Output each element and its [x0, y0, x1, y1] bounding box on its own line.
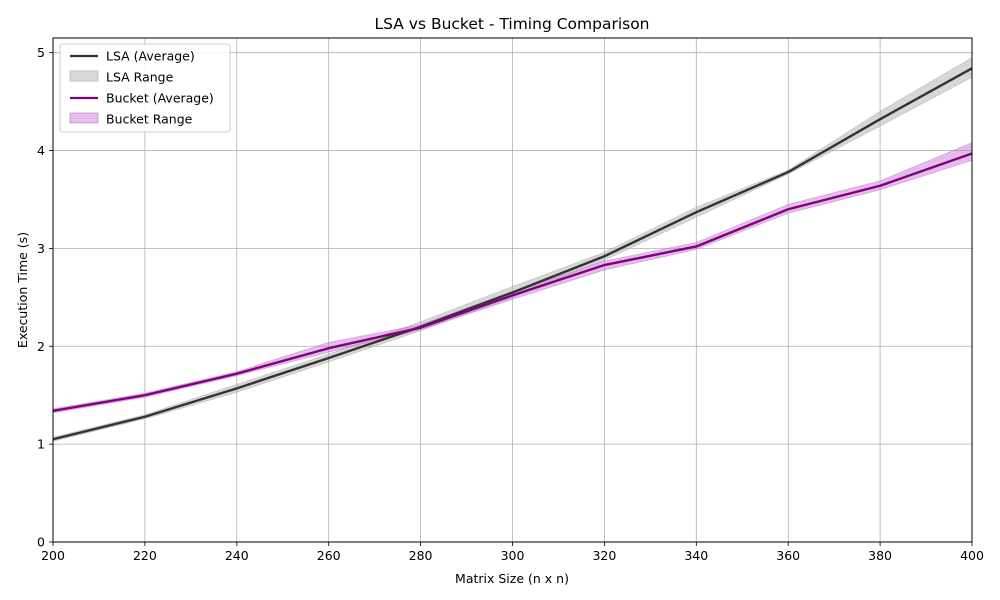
y-tick-label: 0: [37, 535, 45, 550]
legend-label-lsa-average: LSA (Average): [106, 49, 195, 64]
x-tick-label: 280: [409, 548, 433, 563]
x-tick-label: 220: [133, 548, 157, 563]
x-tick-label: 260: [317, 548, 341, 563]
axis-ticks: 200 220 240 260 280 300 320 340 360 380 400 0 1 2 3 4 5: [37, 45, 984, 563]
y-tick-label: 4: [37, 143, 45, 158]
series-lines: [52, 67, 973, 441]
x-tick-label: 300: [501, 548, 525, 563]
x-tick-label: 200: [41, 548, 65, 563]
series-line-lsa-average: [52, 67, 973, 441]
legend-box: [59, 43, 231, 133]
x-tick-label: 320: [592, 548, 616, 563]
x-tick-label: 340: [684, 548, 708, 563]
legend-label-bucket-range: Bucket Range: [106, 112, 193, 127]
y-tick-label: 2: [37, 339, 45, 354]
legend: LSA (Average) LSA Range Bucket (Average)…: [59, 43, 231, 133]
y-tick-label: 5: [37, 45, 45, 60]
legend-label-lsa-range: LSA Range: [106, 70, 174, 85]
legend-swatch-lsa-range: [69, 70, 99, 82]
x-tick-label: 380: [868, 548, 892, 563]
y-tick-label: 1: [37, 437, 45, 452]
x-tick-label: 360: [776, 548, 800, 563]
y-axis-title: Execution Time (s): [15, 232, 30, 348]
y-tick-label: 3: [37, 241, 45, 256]
x-tick-label: 400: [960, 548, 984, 563]
series-line-bucket-average: [52, 152, 973, 413]
legend-swatch-bucket-range: [69, 112, 99, 124]
x-tick-label: 240: [225, 548, 249, 563]
legend-label-bucket-average: Bucket (Average): [106, 91, 214, 106]
chart-title: LSA vs Bucket - Timing Comparison: [374, 15, 649, 33]
x-axis-title: Matrix Size (n x n): [455, 571, 569, 586]
